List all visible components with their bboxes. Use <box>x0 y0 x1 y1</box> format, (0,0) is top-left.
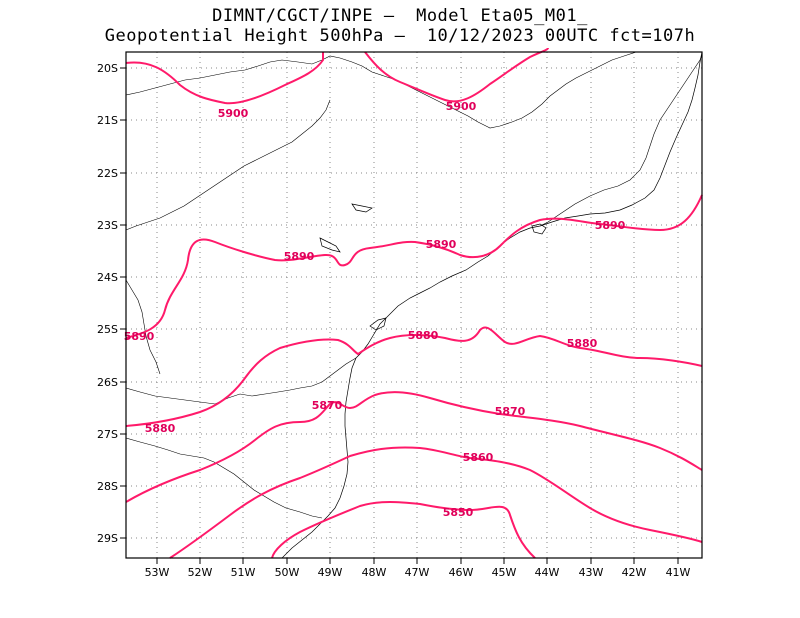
bay-paranagua <box>369 317 387 331</box>
state-border-pr-sc <box>125 357 357 405</box>
lon-label: 46W <box>449 566 474 579</box>
lat-label: 27S <box>97 428 118 441</box>
state-border-sp-rj <box>539 54 703 227</box>
title-line-2: Geopotential Height 500hPa – 10/12/2023 … <box>104 26 696 46</box>
contour-5900-east <box>364 47 549 103</box>
island-sao-sebastiao <box>531 223 547 235</box>
map-frame <box>125 51 703 559</box>
contour-label: 5890 <box>124 330 155 343</box>
coastline-and-borders <box>125 51 703 559</box>
state-border-pr-sp <box>125 99 331 231</box>
contour-label: 5870 <box>495 405 526 418</box>
contour-5880 <box>125 326 703 427</box>
contour-labels: 5900 5900 5890 5890 5890 5890 5880 5880 … <box>124 100 626 519</box>
lon-label: 45W <box>492 566 517 579</box>
lat-label: 22S <box>97 167 118 180</box>
lon-label: 53W <box>145 566 170 579</box>
lat-label: 26S <box>97 376 118 389</box>
reservoir-2 <box>319 237 341 253</box>
state-border-mg-sp <box>125 51 637 129</box>
lon-label: 42W <box>622 566 647 579</box>
contour-5900-west <box>125 52 324 105</box>
contour-label: 5870 <box>312 399 343 412</box>
contour-5890 <box>125 194 703 339</box>
lon-label: 48W <box>362 566 387 579</box>
lon-label: 51W <box>231 566 256 579</box>
lon-label: 41W <box>666 566 691 579</box>
contour-5850 <box>271 501 536 559</box>
lon-label: 44W <box>535 566 560 579</box>
lat-axis: 20S 21S 22S 23S 24S 25S 26S 27S 28S 29S <box>97 62 126 545</box>
lat-label: 28S <box>97 480 118 493</box>
lon-label: 49W <box>318 566 343 579</box>
contour-label: 5890 <box>426 238 457 251</box>
coastline <box>281 51 703 559</box>
state-border-sc-rs <box>125 437 323 519</box>
title-line-1: DIMNT/CGCT/INPE – Model Eta05_M01_ <box>212 6 588 26</box>
contour-label: 5850 <box>443 506 474 519</box>
contour-label: 5890 <box>595 219 626 232</box>
lon-label: 47W <box>405 566 430 579</box>
contour-5860 <box>169 446 703 559</box>
lon-label: 50W <box>275 566 300 579</box>
reservoir-1 <box>351 203 373 213</box>
lat-label: 23S <box>97 219 118 232</box>
lat-label: 25S <box>97 323 118 336</box>
graticule <box>126 52 702 558</box>
lat-label: 24S <box>97 271 118 284</box>
lon-label: 52W <box>188 566 213 579</box>
country-border-west <box>125 279 161 375</box>
contour-label: 5880 <box>145 422 176 435</box>
lat-label: 20S <box>97 62 118 75</box>
lat-label: 21S <box>97 114 118 127</box>
contour-5870 <box>125 391 703 503</box>
contour-label: 5880 <box>408 329 439 342</box>
contour-label: 5900 <box>218 107 249 120</box>
lon-axis: 53W 52W 51W 50W 49W 48W 47W 46W 45W 44W … <box>145 558 691 579</box>
contour-label: 5880 <box>567 337 598 350</box>
contours <box>125 47 703 559</box>
lon-label: 43W <box>579 566 604 579</box>
contour-label: 5900 <box>446 100 477 113</box>
contour-label: 5860 <box>463 451 494 464</box>
lat-label: 29S <box>97 532 118 545</box>
contour-label: 5890 <box>284 250 315 263</box>
